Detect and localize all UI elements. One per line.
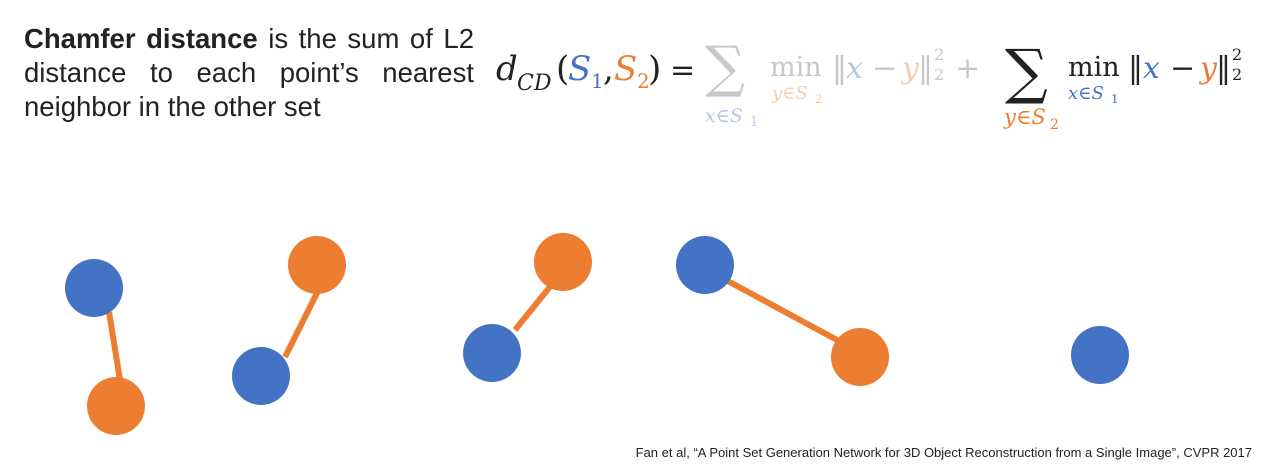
term1-sum-under-index: 1 (750, 115, 758, 130)
term2-sum-sign: ∑ (1005, 37, 1048, 107)
set1-point-5 (1071, 326, 1129, 384)
term2-minus: − (1170, 51, 1195, 86)
term2-norm-open: ‖ (1128, 51, 1143, 86)
term1-faded: ∑ x∈S 1 min y∈S 2 ‖ x − y ‖ 2 2 (705, 35, 944, 130)
match-line-4 (724, 277, 839, 343)
set1-point-3 (463, 324, 521, 382)
equals-sign: = (670, 53, 695, 88)
lhs-symbol: d (496, 49, 518, 89)
match-line-3 (512, 281, 556, 332)
set2-point-1 (87, 377, 145, 435)
set2-point-4 (831, 328, 889, 386)
description-term: Chamfer distance (24, 23, 258, 54)
term1-min-under-index: 2 (815, 92, 823, 106)
term2-min-under: x∈S (1068, 83, 1104, 104)
match-line-2 (282, 289, 321, 359)
plus-sign: + (955, 51, 980, 86)
term1-subscript: 2 (934, 65, 944, 84)
citation: Fan et al, “A Point Set Generation Netwo… (635, 445, 1252, 460)
lhs-subscript: CD (517, 71, 552, 96)
term1-x: x (846, 51, 863, 86)
term2-subscript: 2 (1232, 65, 1242, 84)
match-line-1 (106, 311, 123, 381)
chamfer-equation: d CD ( S 1 , S 2 ) = ∑ x∈S 1 min y∈S 2 ‖… (496, 35, 1242, 133)
lhs-close-paren: ) (648, 49, 661, 89)
term2-sum-under: y∈S (1003, 105, 1046, 129)
term1-y: y (900, 51, 920, 86)
set1-point-2 (232, 347, 290, 405)
lhs-set1-index: 1 (591, 69, 604, 93)
term2-norm-close: ‖ (1216, 51, 1231, 86)
term2-y: y (1198, 51, 1218, 86)
term1-minus: − (872, 51, 897, 86)
term1-min: min (770, 52, 822, 83)
lhs-comma: , (603, 49, 614, 89)
set2-point-2 (288, 236, 346, 294)
term2-superscript: 2 (1232, 45, 1242, 64)
term1-norm-open: ‖ (832, 51, 847, 86)
description-rest: is the sum of L2 distance to each point’… (24, 23, 474, 122)
lhs-set2: S (614, 49, 637, 89)
lhs-set2-index: 2 (637, 69, 650, 93)
term1-min-under: y∈S (771, 83, 808, 104)
term1-norm-close: ‖ (918, 51, 933, 86)
term2-x: x (1143, 51, 1160, 86)
term2-min: min (1068, 52, 1120, 83)
term2: ∑ y∈S 2 min x∈S 1 ‖ x − y ‖ 2 2 (1003, 37, 1242, 133)
description-text: Chamfer distance is the sum of L2 distan… (24, 22, 474, 124)
term1-sum-sign: ∑ (705, 35, 745, 100)
term1-superscript: 2 (934, 45, 944, 64)
lhs-open-paren: ( (556, 49, 569, 89)
set2-point-3 (534, 233, 592, 291)
lhs-set1: S (568, 49, 591, 89)
set1-point-4 (676, 236, 734, 294)
set1-point-1 (65, 259, 123, 317)
term2-sum-under-index: 2 (1050, 117, 1059, 133)
term1-sum-under: x∈S (705, 105, 743, 127)
term2-min-under-index: 1 (1111, 92, 1119, 106)
